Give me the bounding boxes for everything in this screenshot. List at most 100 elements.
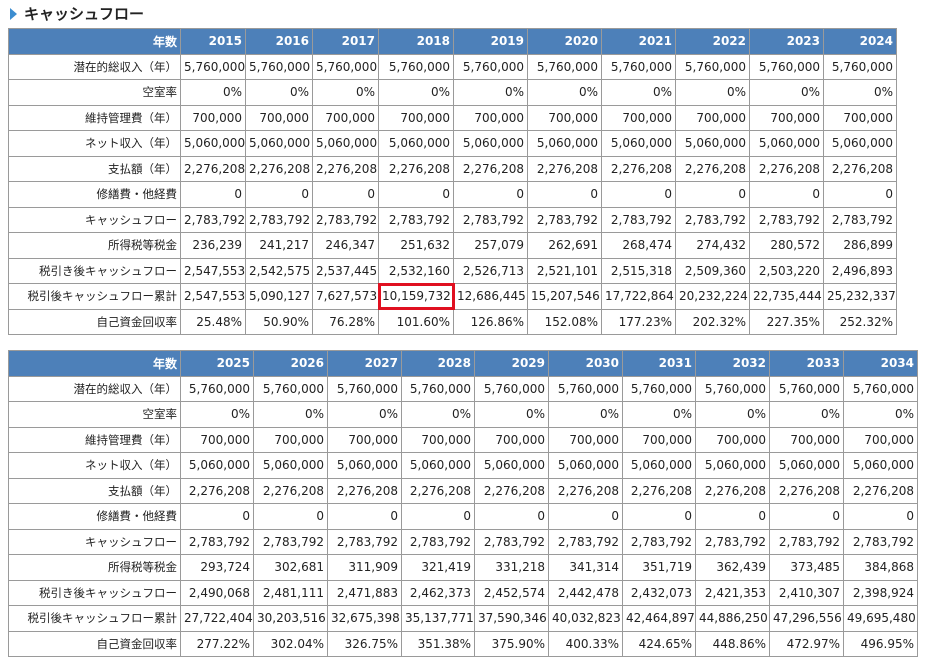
cell-value: 331,218 [474, 554, 549, 581]
cell-value: 2,783,792 [474, 528, 549, 555]
cell-value: 0 [843, 503, 918, 530]
cell-value: 700,000 [401, 426, 475, 453]
cell-value: 5,060,000 [675, 130, 750, 157]
cell-value: 177.23% [601, 308, 676, 335]
cell-value: 2,783,792 [527, 206, 602, 233]
cell-value: 351,719 [622, 554, 696, 581]
year-header: 2018 [378, 28, 454, 55]
cell-value: 2,276,208 [401, 477, 475, 504]
cell-value: 373,485 [769, 554, 844, 581]
cell-value: 76.28% [312, 308, 379, 335]
table-row: 自己資金回収率 25.48% 50.90% 76.28% 101.60% 126.86% 1… [8, 308, 897, 335]
cell-value: 2,783,792 [749, 206, 824, 233]
cell-value: 2,783,792 [180, 206, 246, 233]
cell-value: 2,276,208 [675, 155, 750, 182]
cell-value: 47,296,556 [769, 605, 844, 632]
cell-value: 0% [843, 401, 918, 428]
year-header: 2027 [327, 350, 402, 377]
cell-value: 0 [453, 181, 528, 208]
cell-value: 2,276,208 [769, 477, 844, 504]
cell-value: 2,783,792 [453, 206, 528, 233]
table-row: 維持管理費（年） 700,000 700,000 700,000 700,000 700,… [8, 426, 918, 453]
cell-value: 5,060,000 [327, 452, 402, 479]
row-label: ネット収入（年） [8, 130, 181, 157]
cell-value: 2,276,208 [474, 477, 549, 504]
cell-value: 700,000 [474, 426, 549, 453]
cell-value: 2,276,208 [180, 155, 246, 182]
cell-value: 252.32% [823, 308, 897, 335]
cell-value: 0% [695, 401, 770, 428]
year-header: 2026 [253, 350, 328, 377]
table-row: 潜在的総収入（年） 5,760,000 5,760,000 5,760,000 5,76… [8, 375, 918, 402]
cell-value: 0% [401, 401, 475, 428]
cell-value: 202.32% [675, 308, 750, 335]
table-row: 税引き後キャッシュフロー 2,547,553 2,542,575 2,537,445 2… [8, 257, 897, 284]
cell-value: 362,439 [695, 554, 770, 581]
cell-value: 700,000 [253, 426, 328, 453]
cell-value: 2,537,445 [312, 257, 379, 284]
cell-value: 351.38% [401, 630, 475, 657]
cell-value: 2,783,792 [675, 206, 750, 233]
cell-value: 2,542,575 [245, 257, 313, 284]
row-label: 税引後キャッシュフロー累計 [8, 605, 181, 632]
cell-value: 257,079 [453, 232, 528, 259]
cell-value: 5,060,000 [401, 452, 475, 479]
table-row: ネット収入（年） 5,060,000 5,060,000 5,060,000 5,060… [8, 452, 918, 479]
cell-value: 2,442,478 [548, 579, 623, 606]
cell-value: 0% [453, 79, 528, 106]
header-label: 年数 [8, 28, 181, 55]
cell-value: 5,060,000 [622, 452, 696, 479]
cell-value: 2,276,208 [823, 155, 897, 182]
cell-value: 2,521,101 [527, 257, 602, 284]
cell-value: 22,735,444 [749, 283, 824, 310]
cell-value: 5,060,000 [474, 452, 549, 479]
cell-value: 2,783,792 [312, 206, 379, 233]
cell-value: 5,060,000 [527, 130, 602, 157]
cell-value: 2,452,574 [474, 579, 549, 606]
cell-value: 5,760,000 [327, 375, 402, 402]
cell-value: 0% [548, 401, 623, 428]
cell-value: 0% [245, 79, 313, 106]
year-header: 2023 [749, 28, 824, 55]
header-row: 年数 2015 2016 2017 2018 2019 2020 2021 2022 2023 20… [8, 28, 897, 55]
cell-value: 0 [823, 181, 897, 208]
row-label: 支払額（年） [8, 477, 181, 504]
cell-value: 2,398,924 [843, 579, 918, 606]
cell-value: 17,722,864 [601, 283, 676, 310]
row-label: 修繕費・他経費 [8, 181, 181, 208]
cell-value: 5,060,000 [601, 130, 676, 157]
cell-value: 700,000 [527, 104, 602, 131]
cell-value: 246,347 [312, 232, 379, 259]
cell-value: 5,760,000 [453, 53, 528, 80]
cell-value: 5,760,000 [401, 375, 475, 402]
cell-value: 286,899 [823, 232, 897, 259]
cell-value: 5,760,000 [622, 375, 696, 402]
cell-value: 496.95% [843, 630, 918, 657]
cell-value: 0 [312, 181, 379, 208]
cell-value: 5,760,000 [823, 53, 897, 80]
cell-value: 700,000 [548, 426, 623, 453]
row-label: キャッシュフロー [8, 206, 181, 233]
cell-value: 5,060,000 [180, 130, 246, 157]
table-row: 支払額（年） 2,276,208 2,276,208 2,276,208 2,276,2… [8, 155, 897, 182]
table-row: 修繕費・他経費 0 0 0 0 0 0 0 0 0 0 [8, 503, 918, 530]
cell-value: 2,783,792 [401, 528, 475, 555]
cashflow-table: 年数 2025 2026 2027 2028 2029 2030 2031 2032 2033 20… [8, 350, 918, 657]
cell-value: 2,276,208 [527, 155, 602, 182]
cell-value: 2,783,792 [823, 206, 897, 233]
cell-value: 0% [180, 79, 246, 106]
section-title: キャッシュフロー [8, 4, 144, 24]
cell-value: 2,783,792 [245, 206, 313, 233]
year-header: 2017 [312, 28, 379, 55]
cell-value: 326.75% [327, 630, 402, 657]
row-label: 空室率 [8, 79, 181, 106]
header-row: 年数 2025 2026 2027 2028 2029 2030 2031 2032 2033 20… [8, 350, 918, 377]
cell-value: 700,000 [675, 104, 750, 131]
cell-value: 25.48% [180, 308, 246, 335]
cell-value: 2,547,553 [180, 257, 246, 284]
cell-value: 2,509,360 [675, 257, 750, 284]
year-header: 2015 [180, 28, 246, 55]
table-row: 空室率 0% 0% 0% 0% 0% 0% 0% 0% 0% 0% [8, 79, 897, 106]
cell-value: 25,232,337 [823, 283, 897, 310]
